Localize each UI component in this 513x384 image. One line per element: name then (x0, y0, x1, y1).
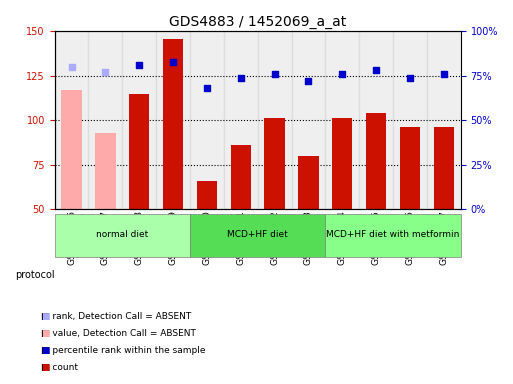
Text: ■ rank, Detection Call = ABSENT: ■ rank, Detection Call = ABSENT (41, 312, 191, 321)
Text: ■ percentile rank within the sample: ■ percentile rank within the sample (41, 346, 206, 355)
Point (440, 71, 448, 77)
FancyBboxPatch shape (54, 214, 190, 257)
Text: ■: ■ (41, 346, 50, 355)
Bar (393, 31, 427, 209)
Bar (359, 31, 393, 209)
Point (67, 64, 75, 70)
Text: normal diet: normal diet (96, 230, 148, 239)
Bar (88, 31, 122, 209)
Point (135, 62, 143, 68)
Text: ■ count: ■ count (41, 364, 78, 372)
Text: ■: ■ (41, 329, 50, 338)
FancyBboxPatch shape (325, 214, 461, 257)
Bar (299, 156, 319, 209)
Bar (427, 31, 461, 209)
Text: MCD+HF diet: MCD+HF diet (227, 230, 288, 239)
Bar (231, 145, 251, 209)
Bar (265, 118, 285, 209)
Point (304, 78, 312, 84)
Bar (54, 31, 88, 209)
FancyBboxPatch shape (190, 214, 325, 257)
Bar (258, 31, 291, 209)
Bar (433, 127, 454, 209)
Bar (366, 113, 386, 209)
Point (236, 74, 245, 81)
Bar (291, 31, 325, 209)
Bar (163, 38, 183, 209)
Text: ■ value, Detection Call = ABSENT: ■ value, Detection Call = ABSENT (41, 329, 196, 338)
Point (203, 85, 211, 91)
Title: GDS4883 / 1452069_a_at: GDS4883 / 1452069_a_at (169, 15, 346, 29)
Point (101, 69, 109, 75)
Text: ■: ■ (41, 364, 50, 372)
Bar (325, 31, 359, 209)
Point (169, 58, 177, 65)
Bar (95, 132, 115, 209)
Text: ■: ■ (41, 312, 50, 321)
Bar (400, 127, 420, 209)
Point (406, 74, 414, 81)
Bar (224, 31, 258, 209)
Bar (190, 31, 224, 209)
Point (338, 71, 346, 77)
Bar (156, 31, 190, 209)
Text: MCD+HF diet with metformin: MCD+HF diet with metformin (326, 230, 460, 239)
Text: protocol: protocol (15, 270, 54, 280)
Bar (332, 118, 352, 209)
Bar (197, 180, 217, 209)
Point (270, 71, 279, 77)
Bar (122, 31, 156, 209)
Point (372, 68, 380, 74)
Bar (129, 94, 149, 209)
Bar (62, 90, 82, 209)
